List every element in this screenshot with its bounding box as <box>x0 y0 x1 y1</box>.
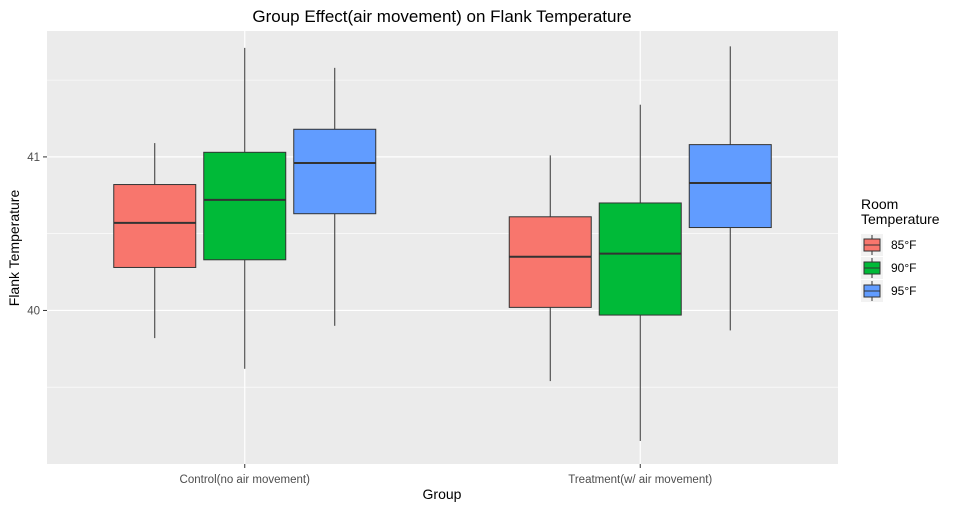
legend-title-line-2: Temperature <box>861 211 940 227</box>
y-axis-title: Flank Temperature <box>6 190 22 307</box>
legend-label: 85°F <box>891 238 916 252</box>
box-body <box>293 128 377 215</box>
box-body <box>688 144 772 229</box>
x-axis: Control(no air movement) Treatment(w/ air… <box>180 464 712 486</box>
box-2-0 <box>293 67 377 326</box>
box-body <box>598 202 682 316</box>
legend: Room Temperature 85°F 90°F 95°F <box>861 196 940 302</box>
legend-label: 95°F <box>891 284 916 298</box>
y-axis: 40 41 <box>27 152 47 317</box>
box-0-1 <box>508 155 592 382</box>
legend-label: 90°F <box>891 261 916 275</box>
box-0-0 <box>113 143 197 339</box>
x-tick-label: Control(no air movement) <box>180 474 311 486</box>
legend-item: 95°F <box>861 280 916 302</box>
box-1-0 <box>203 47 287 369</box>
box-1-1 <box>598 104 682 441</box>
chart-title: Group Effect(air movement) on Flank Temp… <box>252 7 631 26</box>
legend-item: 85°F <box>861 234 916 256</box>
box-body <box>203 151 287 261</box>
legend-item: 90°F <box>861 257 916 279</box>
y-tick-label: 40 <box>27 305 40 317</box>
box-2-1 <box>688 46 772 331</box>
legend-title-line-1: Room <box>861 196 898 212</box>
x-tick-label: Treatment(w/ air movement) <box>568 474 712 486</box>
box-body <box>508 216 592 308</box>
y-tick-label: 41 <box>27 152 40 164</box>
box-body <box>113 184 197 268</box>
x-axis-title: Group <box>423 486 462 502</box>
boxes-layer <box>113 46 772 441</box>
